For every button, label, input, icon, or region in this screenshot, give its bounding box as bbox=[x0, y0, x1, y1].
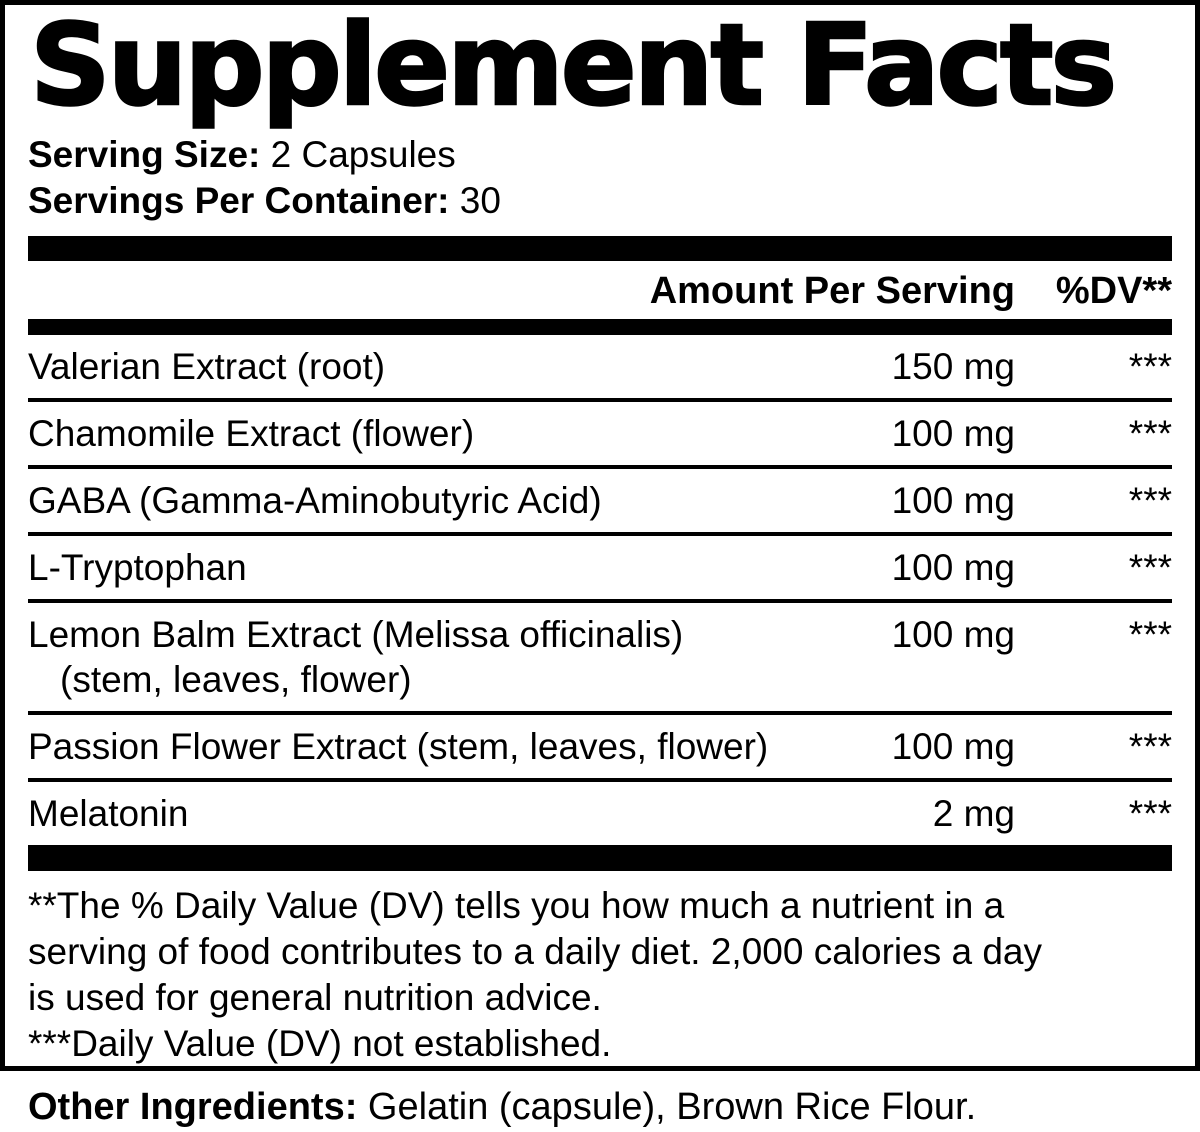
ingredient-dv: *** bbox=[1128, 726, 1172, 767]
serving-size-label: Serving Size: bbox=[28, 134, 261, 175]
serving-size-value: 2 Capsules bbox=[260, 134, 456, 175]
ingredient-amount: 100 mg bbox=[891, 480, 1015, 521]
ingredient-dv: *** bbox=[1128, 793, 1172, 834]
ingredient-table: Valerian Extract (root) 150 mg *** Chamo… bbox=[28, 335, 1172, 845]
ingredient-amount: 100 mg bbox=[891, 726, 1015, 767]
ingredient-amount: 2 mg bbox=[932, 793, 1015, 834]
ingredient-name: GABA (Gamma-Aminobutyric Acid) bbox=[28, 480, 602, 521]
ingredient-dv: *** bbox=[1128, 346, 1172, 387]
thick-divider-bottom bbox=[28, 845, 1172, 871]
ingredient-dv: *** bbox=[1128, 413, 1172, 454]
ingredient-row-chamomile: Chamomile Extract (flower) 100 mg *** bbox=[28, 402, 1172, 469]
serving-size-line: Serving Size: 2 Capsules bbox=[28, 132, 1172, 178]
ingredient-row-passion-flower: Passion Flower Extract (stem, leaves, fl… bbox=[28, 715, 1172, 782]
ingredient-amount: 100 mg bbox=[891, 614, 1015, 655]
serving-info: Serving Size: 2 Capsules Servings Per Co… bbox=[28, 132, 1172, 224]
ingredient-dv: *** bbox=[1128, 547, 1172, 588]
ingredient-amount: 100 mg bbox=[891, 413, 1015, 454]
percent-dv-header: %DV** bbox=[1055, 270, 1172, 312]
ingredient-name: Valerian Extract (root) bbox=[28, 346, 386, 387]
thick-divider-header bbox=[28, 319, 1172, 335]
servings-per-container-label: Servings Per Container: bbox=[28, 180, 450, 221]
ingredient-name-line2: (stem, leaves, flower) bbox=[60, 659, 412, 700]
servings-per-container-value: 30 bbox=[449, 180, 501, 221]
ingredient-row-l-tryptophan: L-Tryptophan 100 mg *** bbox=[28, 536, 1172, 603]
ingredient-row-melatonin: Melatonin 2 mg *** bbox=[28, 782, 1172, 845]
thick-divider-top bbox=[28, 236, 1172, 261]
ingredient-name: L-Tryptophan bbox=[28, 547, 247, 588]
ingredient-dv: *** bbox=[1128, 614, 1172, 655]
daily-value-footnote: **The % Daily Value (DV) tells you how m… bbox=[28, 885, 1042, 1018]
ingredient-dv: *** bbox=[1128, 480, 1172, 521]
supplement-facts-panel: Supplement Facts Serving Size: 2 Capsule… bbox=[0, 0, 1200, 1071]
ingredient-row-gaba: GABA (Gamma-Aminobutyric Acid) 100 mg **… bbox=[28, 469, 1172, 536]
other-ingredients-label: Other Ingredients: bbox=[28, 1086, 358, 1128]
ingredient-name: Melatonin bbox=[28, 793, 189, 834]
ingredient-amount: 150 mg bbox=[891, 346, 1015, 387]
ingredient-amount: 100 mg bbox=[891, 547, 1015, 588]
ingredient-name-line1: Lemon Balm Extract (Melissa officinalis) bbox=[28, 614, 684, 655]
footnote-section: **The % Daily Value (DV) tells you how m… bbox=[28, 871, 1172, 1067]
servings-per-container-line: Servings Per Container: 30 bbox=[28, 178, 1172, 224]
not-established-footnote: ***Daily Value (DV) not established. bbox=[28, 1023, 612, 1064]
ingredient-name: Chamomile Extract (flower) bbox=[28, 413, 475, 454]
column-header-row: Amount Per Serving %DV** bbox=[28, 261, 1172, 319]
ingredient-name: Passion Flower Extract (stem, leaves, fl… bbox=[28, 726, 769, 767]
ingredient-row-lemon-balm: Lemon Balm Extract (Melissa officinalis)… bbox=[28, 603, 1172, 715]
amount-per-serving-header: Amount Per Serving bbox=[649, 270, 1015, 312]
ingredient-name: Lemon Balm Extract (Melissa officinalis)… bbox=[28, 612, 860, 702]
other-ingredients-value: Gelatin (capsule), Brown Rice Flour. bbox=[357, 1086, 977, 1128]
other-ingredients-line: Other Ingredients: Gelatin (capsule), Br… bbox=[28, 1084, 976, 1130]
panel-title: Supplement Facts bbox=[29, 1, 1119, 131]
ingredient-row-valerian: Valerian Extract (root) 150 mg *** bbox=[28, 335, 1172, 402]
